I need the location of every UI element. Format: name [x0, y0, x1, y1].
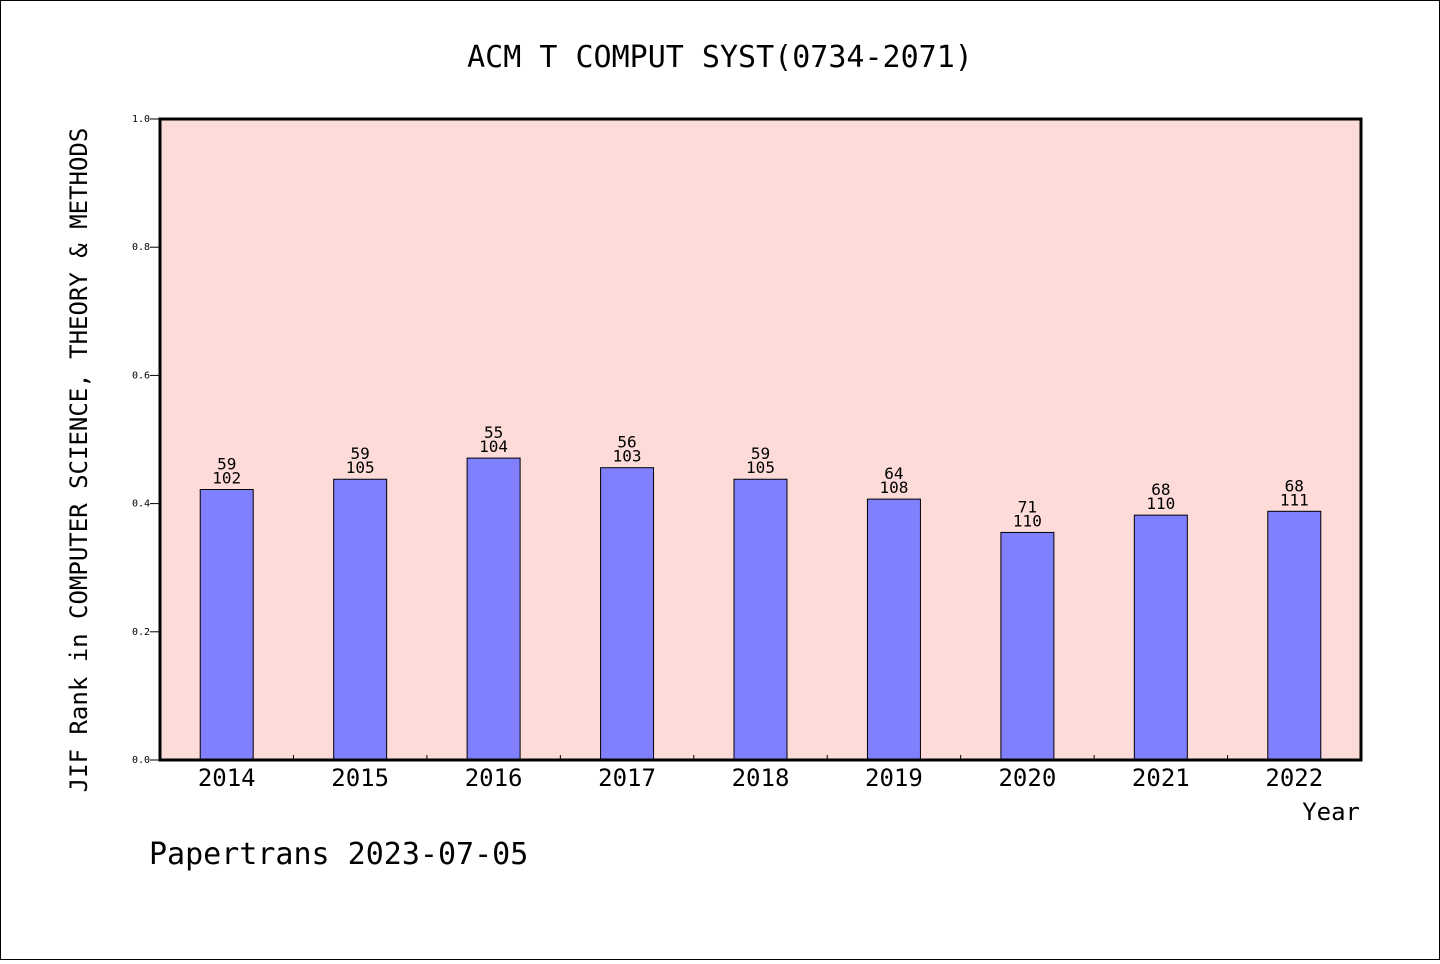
bar-rank-label: 71 — [1018, 497, 1037, 516]
x-axis-label: Year — [1302, 798, 1360, 826]
bar-rank-label: 59 — [351, 444, 370, 463]
bar-total-label: 110 — [1013, 511, 1042, 530]
bar — [1133, 514, 1188, 761]
bar — [466, 457, 521, 761]
bar-rank-label: 68 — [1285, 476, 1304, 495]
bar-rank-label: 64 — [884, 464, 903, 483]
y-tick-label: 0.2 — [132, 627, 150, 638]
y-tick-label: 0.0 — [132, 755, 150, 766]
x-tick-label: 2018 — [732, 764, 790, 792]
y-tick-label: 0.6 — [132, 370, 150, 381]
y-tick-label: 0.4 — [132, 499, 150, 510]
bar — [1000, 531, 1055, 761]
bar-total-label: 110 — [1146, 494, 1175, 513]
y-axis-label: JIF Rank in COMPUTER SCIENCE, THEORY & M… — [65, 128, 93, 793]
bar — [733, 478, 788, 761]
footer-credit: Papertrans 2023-07-05 — [149, 837, 528, 872]
x-tick-label: 2022 — [1265, 764, 1323, 792]
bar — [199, 488, 254, 761]
bar — [1267, 510, 1322, 761]
bar-total-label: 105 — [746, 458, 775, 477]
plot-frame — [158, 117, 1363, 762]
y-tick-label: 0.8 — [132, 242, 150, 253]
bar — [333, 478, 388, 761]
x-tick-label: 2021 — [1132, 764, 1190, 792]
bar-total-label: 103 — [613, 447, 642, 466]
x-tick-label: 2015 — [331, 764, 389, 792]
x-tick-label: 2020 — [998, 764, 1056, 792]
bar-total-label: 102 — [212, 468, 241, 487]
x-tick-label: 2016 — [465, 764, 523, 792]
bar-total-label: 104 — [479, 437, 508, 456]
bar-total-label: 108 — [879, 478, 908, 497]
bar-total-label: 111 — [1280, 490, 1309, 509]
bar-rank-label: 56 — [617, 433, 636, 452]
bar — [600, 467, 655, 761]
x-tick-label: 2019 — [865, 764, 923, 792]
y-tick-label: 1.0 — [132, 114, 150, 125]
y-axis: 0.0 0.2 0.4 0.6 0.8 1.0 — [132, 114, 160, 766]
bar-rank-label: 59 — [217, 454, 236, 473]
x-tick-label: 2014 — [198, 764, 256, 792]
bar-total-label: 105 — [346, 458, 375, 477]
x-tick-label: 2017 — [598, 764, 656, 792]
chart-title: ACM T COMPUT SYST(0734-2071) — [467, 40, 973, 75]
x-axis: 2014 2015 2016 2017 2018 2019 2020 2021 2022 — [198, 755, 1323, 792]
bar — [866, 498, 921, 761]
bar-rank-label: 68 — [1151, 480, 1170, 499]
bar-rank-label: 55 — [484, 423, 503, 442]
bar-rank-label: 59 — [751, 444, 770, 463]
